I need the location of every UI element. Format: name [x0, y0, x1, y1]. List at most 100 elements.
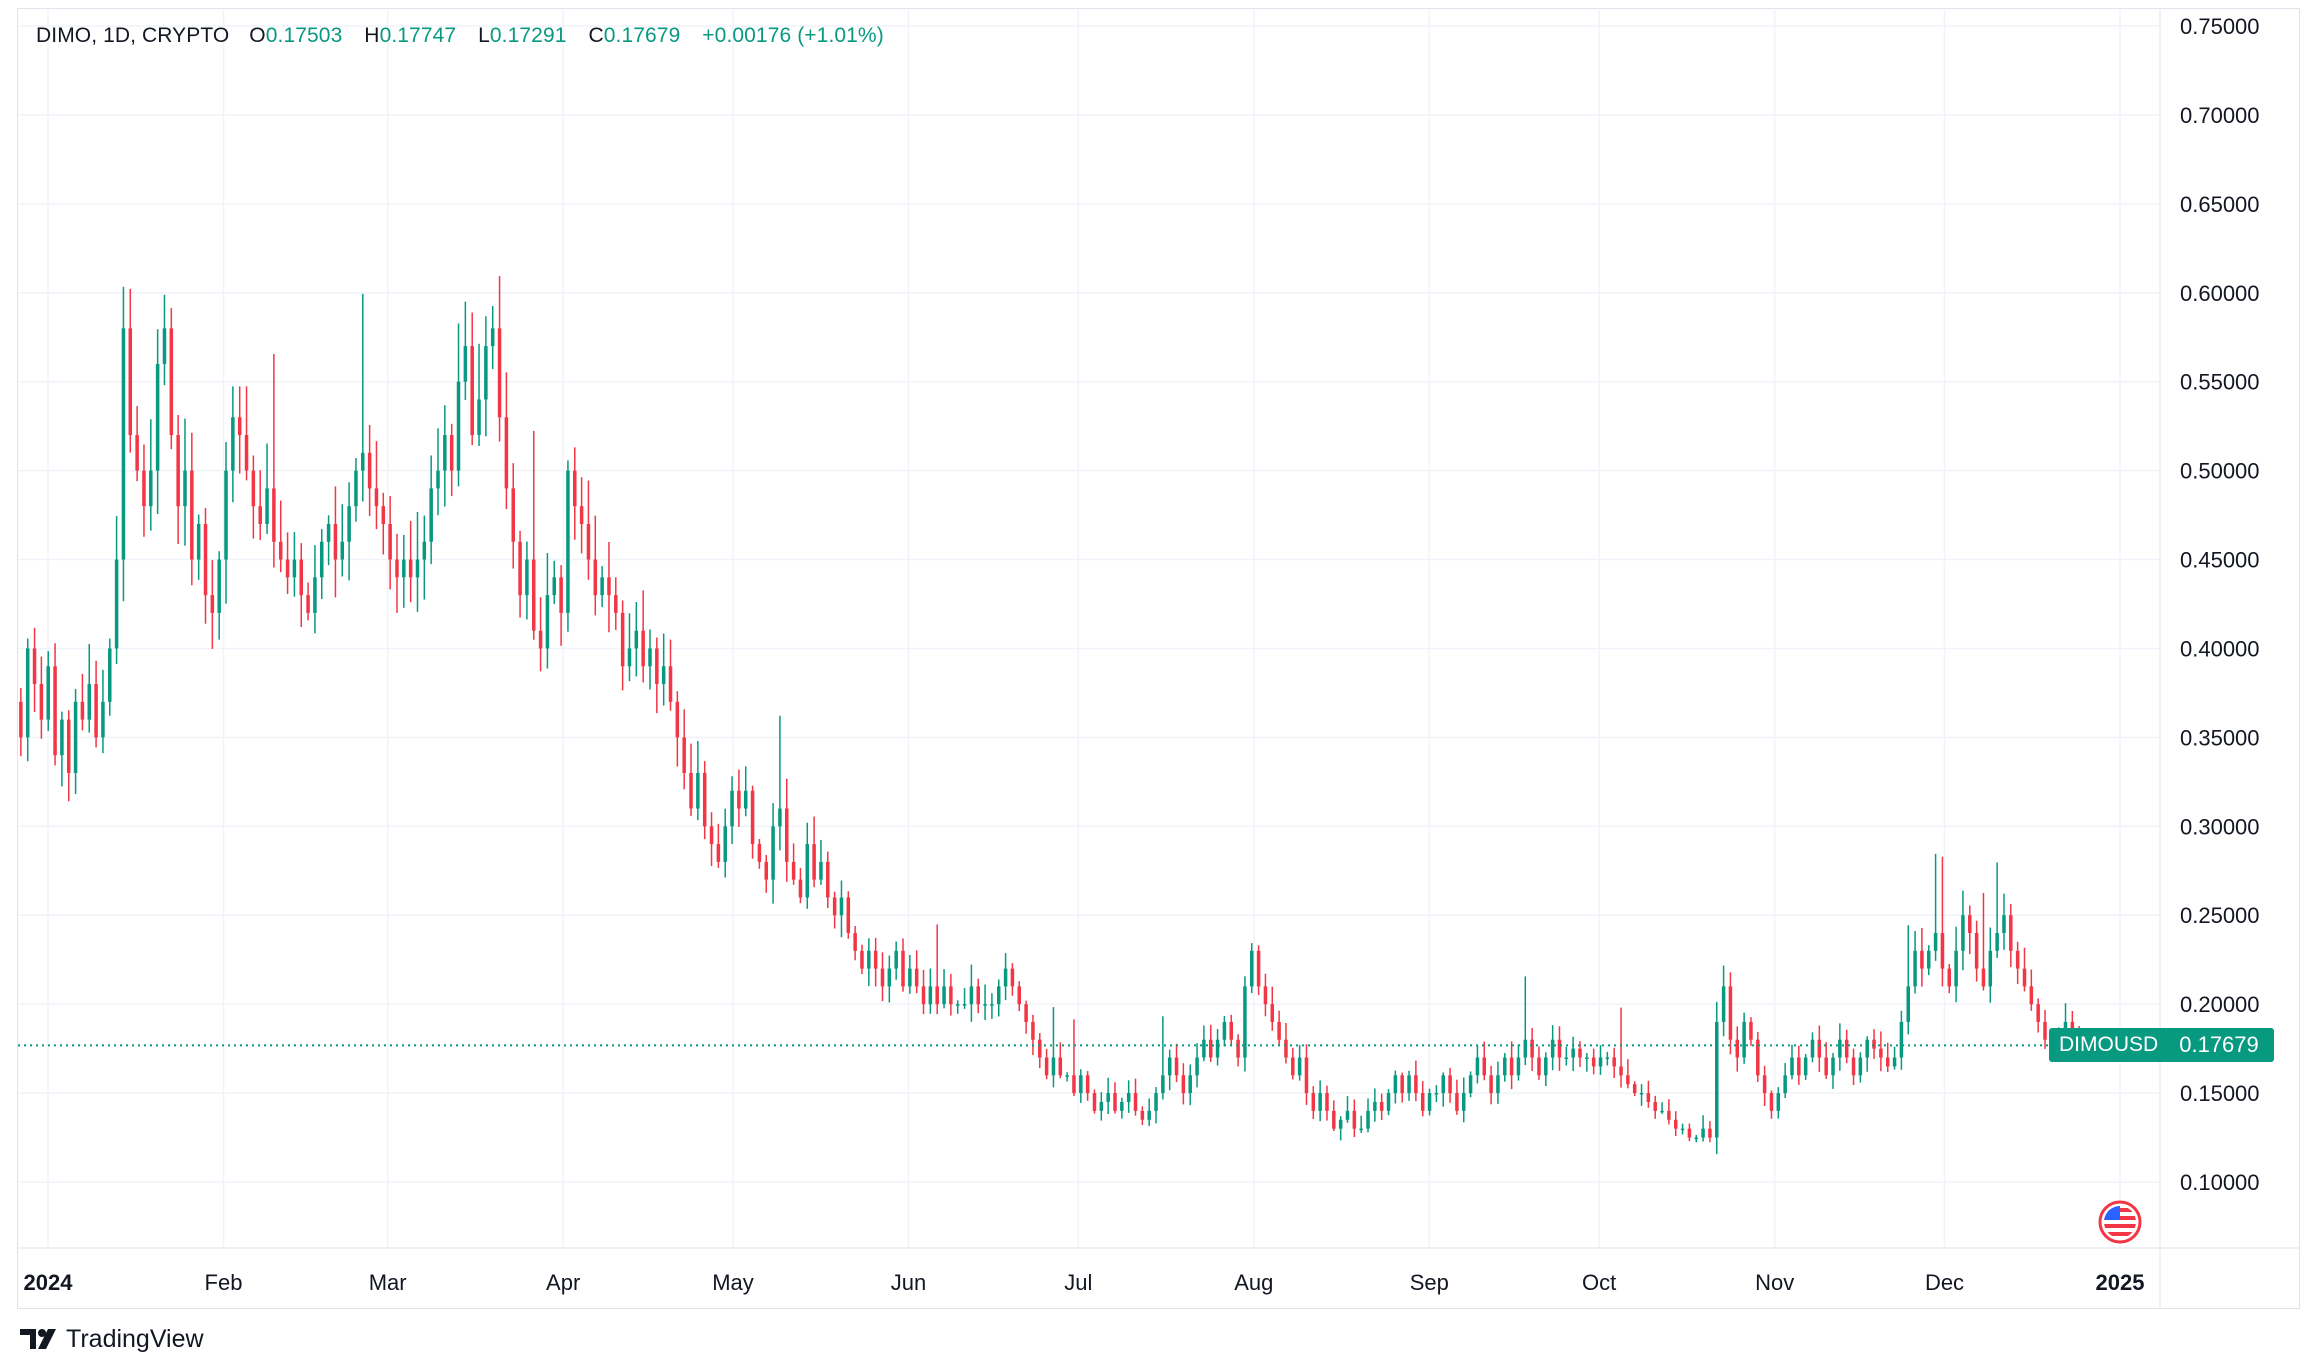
candle [2022, 947, 2027, 992]
candle-body [1338, 1119, 1343, 1129]
candle-body [1079, 1075, 1083, 1094]
candle-body [1667, 1110, 1671, 1120]
candle-body [313, 577, 317, 613]
candle [1523, 976, 1528, 1066]
candle [1338, 1116, 1343, 1141]
candle-body [1516, 1057, 1521, 1076]
candle [600, 566, 604, 608]
candle-body [2029, 986, 2034, 1005]
candle-body [443, 435, 447, 471]
candle [258, 470, 262, 541]
candle-body [292, 559, 297, 578]
time-axis[interactable]: 2024 Feb Mar Apr May Jun Jul Aug Sep Oct Nov Dec 202… [24, 1270, 2145, 1295]
candle-body [778, 808, 782, 827]
symbol-price-badge: DIMOUSD [2049, 1028, 2169, 1062]
candle [839, 880, 844, 938]
candle [996, 979, 1001, 1017]
candle [1236, 1034, 1240, 1067]
candle [1284, 1022, 1288, 1064]
candle [1215, 1029, 1220, 1066]
candle-body [477, 399, 481, 436]
candle [1790, 1044, 1794, 1080]
candle [142, 444, 146, 537]
candle [586, 480, 591, 580]
candle [306, 582, 310, 621]
candle-body [1530, 1039, 1534, 1058]
candle-body [1721, 986, 1726, 1022]
candle [689, 743, 693, 816]
candle-body [846, 897, 851, 934]
us-flag-icon[interactable] [2098, 1200, 2142, 1244]
candle [19, 687, 23, 757]
candle-body [217, 559, 221, 613]
candle [880, 952, 885, 1002]
candle-body [449, 435, 454, 471]
candle [1325, 1085, 1329, 1121]
candle-body [142, 470, 146, 507]
candle [552, 560, 557, 604]
candle-body [25, 648, 30, 738]
candle [53, 643, 57, 766]
candle [1092, 1089, 1097, 1114]
candle-body [805, 844, 810, 898]
candle-body [210, 595, 215, 613]
candle [1701, 1115, 1705, 1142]
candle-body [32, 648, 37, 685]
time-tick-label: Sep [1410, 1270, 1449, 1295]
price-tick-label: 0.10000 [2180, 1170, 2260, 1195]
candle [1632, 1081, 1637, 1097]
candle-body [839, 897, 844, 916]
candle-body [1564, 1057, 1569, 1060]
candle [456, 323, 461, 487]
candle [1058, 1042, 1063, 1079]
candle-body [1995, 933, 1999, 951]
candle [60, 711, 64, 787]
candle [1585, 1052, 1589, 1072]
candle-body [702, 772, 707, 827]
candle [1667, 1099, 1671, 1125]
candle-body [1906, 986, 1910, 1022]
candle-body [183, 470, 187, 507]
price-tick-label: 0.20000 [2180, 992, 2260, 1017]
candle [1879, 1031, 1883, 1072]
candle-body [709, 826, 714, 845]
candle-body [1571, 1048, 1575, 1058]
candle [1400, 1072, 1404, 1103]
candle-body [880, 968, 885, 987]
candle [1974, 920, 1979, 982]
candle [579, 477, 584, 554]
candle [1291, 1047, 1295, 1080]
candle [1297, 1044, 1302, 1081]
candle-body [1167, 1057, 1172, 1076]
candle [620, 600, 625, 691]
candle [1885, 1042, 1890, 1073]
candle [1680, 1123, 1685, 1135]
candle-body [73, 701, 78, 773]
candle-body [135, 435, 139, 471]
candle-body [1735, 1039, 1740, 1058]
candle [1455, 1079, 1459, 1115]
candle-body [155, 363, 160, 471]
candle [764, 854, 768, 893]
candle [730, 776, 734, 844]
candle [1434, 1085, 1439, 1103]
tradingview-brand[interactable]: TradingView [20, 1322, 204, 1356]
candle [1243, 976, 1247, 1072]
candle-body [730, 790, 734, 827]
candle [313, 545, 317, 634]
candle-body [1742, 1021, 1746, 1058]
candle [1756, 1031, 1760, 1082]
candle [477, 343, 481, 447]
candle-body [620, 612, 625, 667]
candle-body [87, 684, 92, 720]
time-tick-label: Feb [205, 1270, 243, 1295]
price-axis[interactable]: 0.75000 0.70000 0.65000 0.60000 0.55000 0.500… [2180, 14, 2260, 1195]
candle-body [743, 790, 748, 809]
candle [1386, 1089, 1391, 1116]
candle-body [1673, 1119, 1678, 1129]
candle-body [1797, 1057, 1801, 1076]
candle-body [566, 470, 570, 613]
candle-body [1851, 1057, 1856, 1076]
candle [1420, 1081, 1425, 1117]
